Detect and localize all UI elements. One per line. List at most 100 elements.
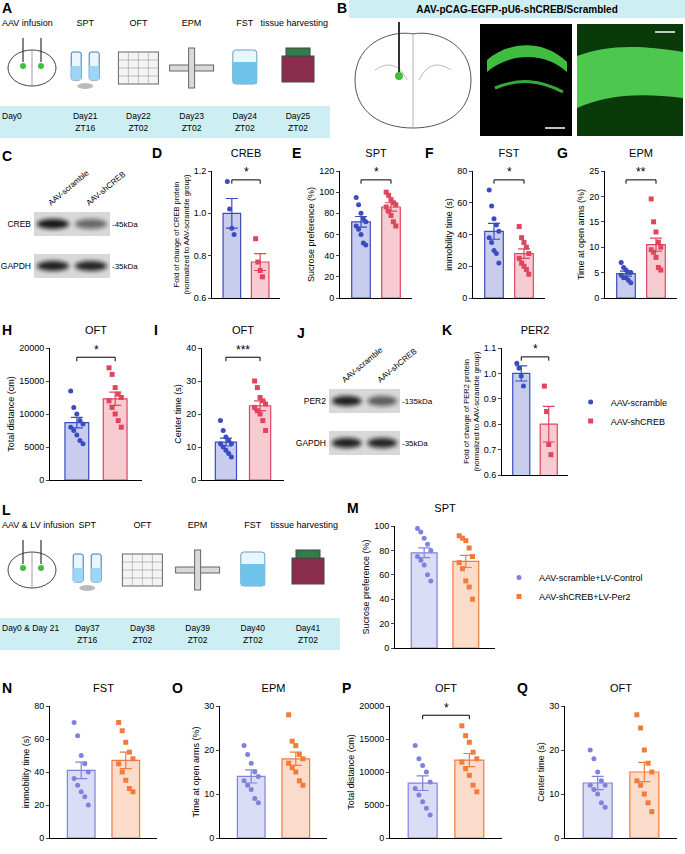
svg-text:OFT: OFT <box>232 324 254 336</box>
svg-text:Time at open arms (%): Time at open arms (%) <box>576 189 586 280</box>
svg-text:0: 0 <box>594 293 599 303</box>
svg-text:40: 40 <box>457 230 467 240</box>
svg-text:0: 0 <box>39 833 44 843</box>
svg-text:*: * <box>374 165 379 179</box>
svg-text:Total distance (cm): Total distance (cm) <box>6 376 16 452</box>
svg-text:Day38: Day38 <box>130 623 155 633</box>
svg-text:0: 0 <box>384 643 389 653</box>
svg-text:EPM: EPM <box>182 18 202 28</box>
svg-text:ZT02: ZT02 <box>182 123 202 133</box>
svg-text:Day0: Day0 <box>2 111 22 121</box>
svg-text:20: 20 <box>457 261 467 271</box>
svg-text:0: 0 <box>209 833 214 843</box>
svg-text:40: 40 <box>379 594 389 604</box>
svg-text:AAV-shCREB: AAV-shCREB <box>611 417 665 427</box>
svg-text:SPT: SPT <box>434 502 456 514</box>
svg-text:OFT: OFT <box>610 682 632 694</box>
svg-text:1.1: 1.1 <box>484 343 497 353</box>
svg-text:EPM: EPM <box>188 520 208 530</box>
svg-text:60: 60 <box>34 734 44 744</box>
svg-text:1.0: 1.0 <box>194 208 207 218</box>
svg-text:-35kDa: -35kDa <box>112 262 138 271</box>
svg-text:30: 30 <box>549 701 559 711</box>
svg-text:40: 40 <box>34 767 44 777</box>
svg-text:60: 60 <box>457 198 467 208</box>
svg-text:30: 30 <box>204 701 214 711</box>
svg-text:AAV-scramble+LV-Control: AAV-scramble+LV-Control <box>539 573 642 583</box>
svg-text:10: 10 <box>549 789 559 799</box>
svg-text:PER2: PER2 <box>521 324 550 336</box>
svg-text:Fold of change of PER2 protein: Fold of change of PER2 protein(normalize… <box>462 351 481 471</box>
svg-text:ZT16: ZT16 <box>75 123 95 133</box>
svg-text:OFT: OFT <box>133 520 151 530</box>
svg-text:Day39: Day39 <box>185 623 210 633</box>
svg-text:ZT16: ZT16 <box>77 635 97 645</box>
svg-text:Total distance (cm): Total distance (cm) <box>346 734 356 810</box>
svg-text:*: * <box>244 165 249 179</box>
svg-text:Day0 & Day 21: Day0 & Day 21 <box>2 623 59 633</box>
svg-text:FST: FST <box>244 520 262 530</box>
svg-text:0.9: 0.9 <box>484 394 497 404</box>
svg-text:***: *** <box>236 343 250 357</box>
svg-text:20: 20 <box>204 745 214 755</box>
svg-text:ZT02: ZT02 <box>188 635 208 645</box>
svg-text:Day40: Day40 <box>241 623 266 633</box>
svg-text:ZT02: ZT02 <box>298 635 318 645</box>
svg-text:ZT02: ZT02 <box>132 635 152 645</box>
svg-text:*: * <box>94 343 99 357</box>
svg-text:SPT: SPT <box>365 147 387 159</box>
svg-text:EPM: EPM <box>262 682 286 694</box>
svg-text:ZT02: ZT02 <box>235 123 255 133</box>
svg-text:0.7: 0.7 <box>484 445 497 455</box>
svg-text:80: 80 <box>457 166 467 176</box>
svg-text:OFT: OFT <box>129 18 147 28</box>
svg-text:*: * <box>533 342 538 356</box>
svg-text:Day21: Day21 <box>73 111 98 121</box>
svg-text:0.8: 0.8 <box>484 419 497 429</box>
svg-text:GAPDH: GAPDH <box>296 438 326 448</box>
svg-text:0: 0 <box>191 475 196 485</box>
svg-text:ZT02: ZT02 <box>243 635 263 645</box>
svg-text:0: 0 <box>379 833 384 843</box>
svg-text:20000: 20000 <box>19 343 44 353</box>
svg-text:AAV-shCREB+LV-Per2: AAV-shCREB+LV-Per2 <box>539 592 630 602</box>
svg-text:ZT02: ZT02 <box>288 123 308 133</box>
svg-text:PER2: PER2 <box>304 396 326 406</box>
svg-text:0.6: 0.6 <box>484 470 497 480</box>
svg-text:20: 20 <box>34 800 44 810</box>
svg-text:SPT: SPT <box>78 520 96 530</box>
svg-text:AAV-pCAG-EGFP-pU6-shCREB/Scram: AAV-pCAG-EGFP-pU6-shCREB/Scrambled <box>416 4 618 15</box>
svg-text:120: 120 <box>319 166 334 176</box>
svg-text:10000: 10000 <box>359 767 384 777</box>
svg-text:10: 10 <box>589 242 599 252</box>
svg-text:10: 10 <box>186 442 196 452</box>
svg-text:20: 20 <box>549 745 559 755</box>
svg-text:SPT: SPT <box>76 18 94 28</box>
svg-text:GAPDH: GAPDH <box>1 261 31 271</box>
svg-text:40: 40 <box>186 343 196 353</box>
svg-text:0: 0 <box>462 293 467 303</box>
svg-text:Center time (s): Center time (s) <box>536 742 546 802</box>
svg-text:15: 15 <box>589 217 599 227</box>
svg-text:Day37: Day37 <box>75 623 100 633</box>
svg-text:FST: FST <box>236 18 254 28</box>
svg-text:-35kDa: -35kDa <box>402 439 428 448</box>
svg-text:20: 20 <box>589 192 599 202</box>
svg-text:-135kDa: -135kDa <box>402 397 433 406</box>
svg-text:AAV-shCREB: AAV-shCREB <box>85 170 128 208</box>
svg-text:20000: 20000 <box>359 701 384 711</box>
svg-text:5: 5 <box>594 268 599 278</box>
svg-text:80: 80 <box>34 701 44 711</box>
svg-text:100: 100 <box>374 521 389 531</box>
svg-text:AAV-shCREB: AAV-shCREB <box>376 347 419 385</box>
svg-text:immobility time (s): immobility time (s) <box>444 198 454 271</box>
svg-text:40: 40 <box>324 251 334 261</box>
svg-text:1.2: 1.2 <box>194 166 207 176</box>
svg-text:AAV & LV infusion: AAV & LV infusion <box>2 520 74 530</box>
svg-text:80: 80 <box>324 208 334 218</box>
svg-text:Fold of change of CREB protein: Fold of change of CREB protein(normalize… <box>172 174 191 294</box>
svg-text:10: 10 <box>204 789 214 799</box>
svg-text:100: 100 <box>319 187 334 197</box>
svg-text:20: 20 <box>379 619 389 629</box>
svg-text:0: 0 <box>554 833 559 843</box>
